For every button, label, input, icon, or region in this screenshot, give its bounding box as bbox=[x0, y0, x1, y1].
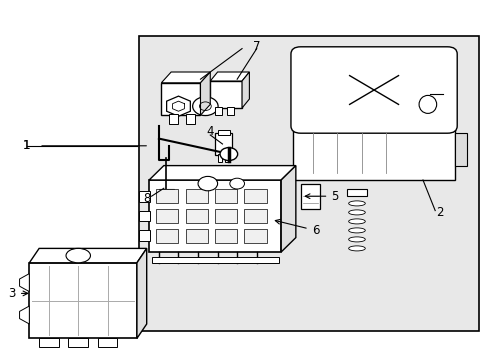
Ellipse shape bbox=[348, 219, 365, 224]
Bar bbox=[29, 263, 137, 338]
Bar bbox=[0, 331, 488, 360]
Bar bbox=[266, 203, 278, 214]
Polygon shape bbox=[281, 166, 295, 252]
Bar bbox=[39, 338, 59, 347]
Ellipse shape bbox=[220, 148, 237, 161]
Bar bbox=[68, 338, 88, 347]
Bar bbox=[300, 184, 320, 209]
Ellipse shape bbox=[192, 97, 218, 116]
Polygon shape bbox=[242, 72, 249, 108]
Polygon shape bbox=[166, 96, 190, 116]
Bar bbox=[217, 154, 222, 162]
Ellipse shape bbox=[348, 246, 365, 251]
Bar bbox=[139, 191, 150, 202]
Ellipse shape bbox=[348, 210, 365, 215]
Bar bbox=[149, 180, 281, 252]
Bar bbox=[215, 133, 232, 155]
Text: 7: 7 bbox=[252, 40, 260, 53]
Bar bbox=[156, 189, 178, 203]
Polygon shape bbox=[29, 248, 146, 263]
Bar bbox=[244, 229, 266, 243]
Text: 6: 6 bbox=[275, 219, 319, 237]
Bar bbox=[156, 229, 178, 243]
Text: 5: 5 bbox=[305, 190, 338, 203]
Ellipse shape bbox=[229, 178, 244, 189]
Bar bbox=[98, 338, 117, 347]
Bar bbox=[272, 213, 279, 223]
Polygon shape bbox=[20, 306, 29, 324]
Bar bbox=[139, 230, 150, 241]
Bar bbox=[159, 189, 173, 202]
Text: 3: 3 bbox=[8, 287, 28, 300]
Bar bbox=[156, 209, 178, 223]
Bar bbox=[185, 114, 194, 124]
Bar bbox=[151, 257, 278, 263]
Bar bbox=[185, 189, 207, 203]
Bar bbox=[346, 189, 366, 196]
Text: 1: 1 bbox=[23, 139, 31, 152]
Bar bbox=[264, 213, 271, 223]
Bar bbox=[0, 0, 139, 360]
Bar bbox=[185, 209, 207, 223]
Text: 1: 1 bbox=[23, 139, 31, 152]
Bar bbox=[227, 107, 234, 115]
Polygon shape bbox=[210, 72, 249, 81]
Polygon shape bbox=[161, 72, 210, 83]
Ellipse shape bbox=[66, 248, 90, 263]
Bar bbox=[244, 189, 266, 203]
Ellipse shape bbox=[198, 176, 217, 191]
FancyBboxPatch shape bbox=[290, 47, 456, 133]
Polygon shape bbox=[20, 274, 29, 292]
Bar bbox=[215, 209, 237, 223]
Ellipse shape bbox=[418, 95, 436, 113]
Ellipse shape bbox=[348, 237, 365, 242]
Bar bbox=[224, 154, 229, 162]
Bar bbox=[215, 107, 222, 115]
Bar bbox=[210, 81, 242, 108]
Bar bbox=[185, 229, 207, 243]
Bar bbox=[168, 114, 177, 124]
Bar bbox=[217, 130, 229, 135]
Bar bbox=[139, 211, 150, 221]
Text: 4: 4 bbox=[206, 125, 214, 138]
Ellipse shape bbox=[348, 228, 365, 233]
Polygon shape bbox=[137, 248, 146, 338]
Bar bbox=[161, 83, 200, 115]
Bar bbox=[293, 122, 454, 180]
Polygon shape bbox=[149, 166, 295, 180]
Ellipse shape bbox=[348, 201, 365, 206]
Bar bbox=[215, 189, 237, 203]
Bar bbox=[139, 36, 478, 331]
Bar bbox=[454, 133, 466, 166]
Text: 8: 8 bbox=[142, 192, 150, 205]
Text: 2: 2 bbox=[435, 206, 443, 219]
Polygon shape bbox=[200, 72, 210, 115]
Bar bbox=[215, 229, 237, 243]
Bar bbox=[244, 209, 266, 223]
